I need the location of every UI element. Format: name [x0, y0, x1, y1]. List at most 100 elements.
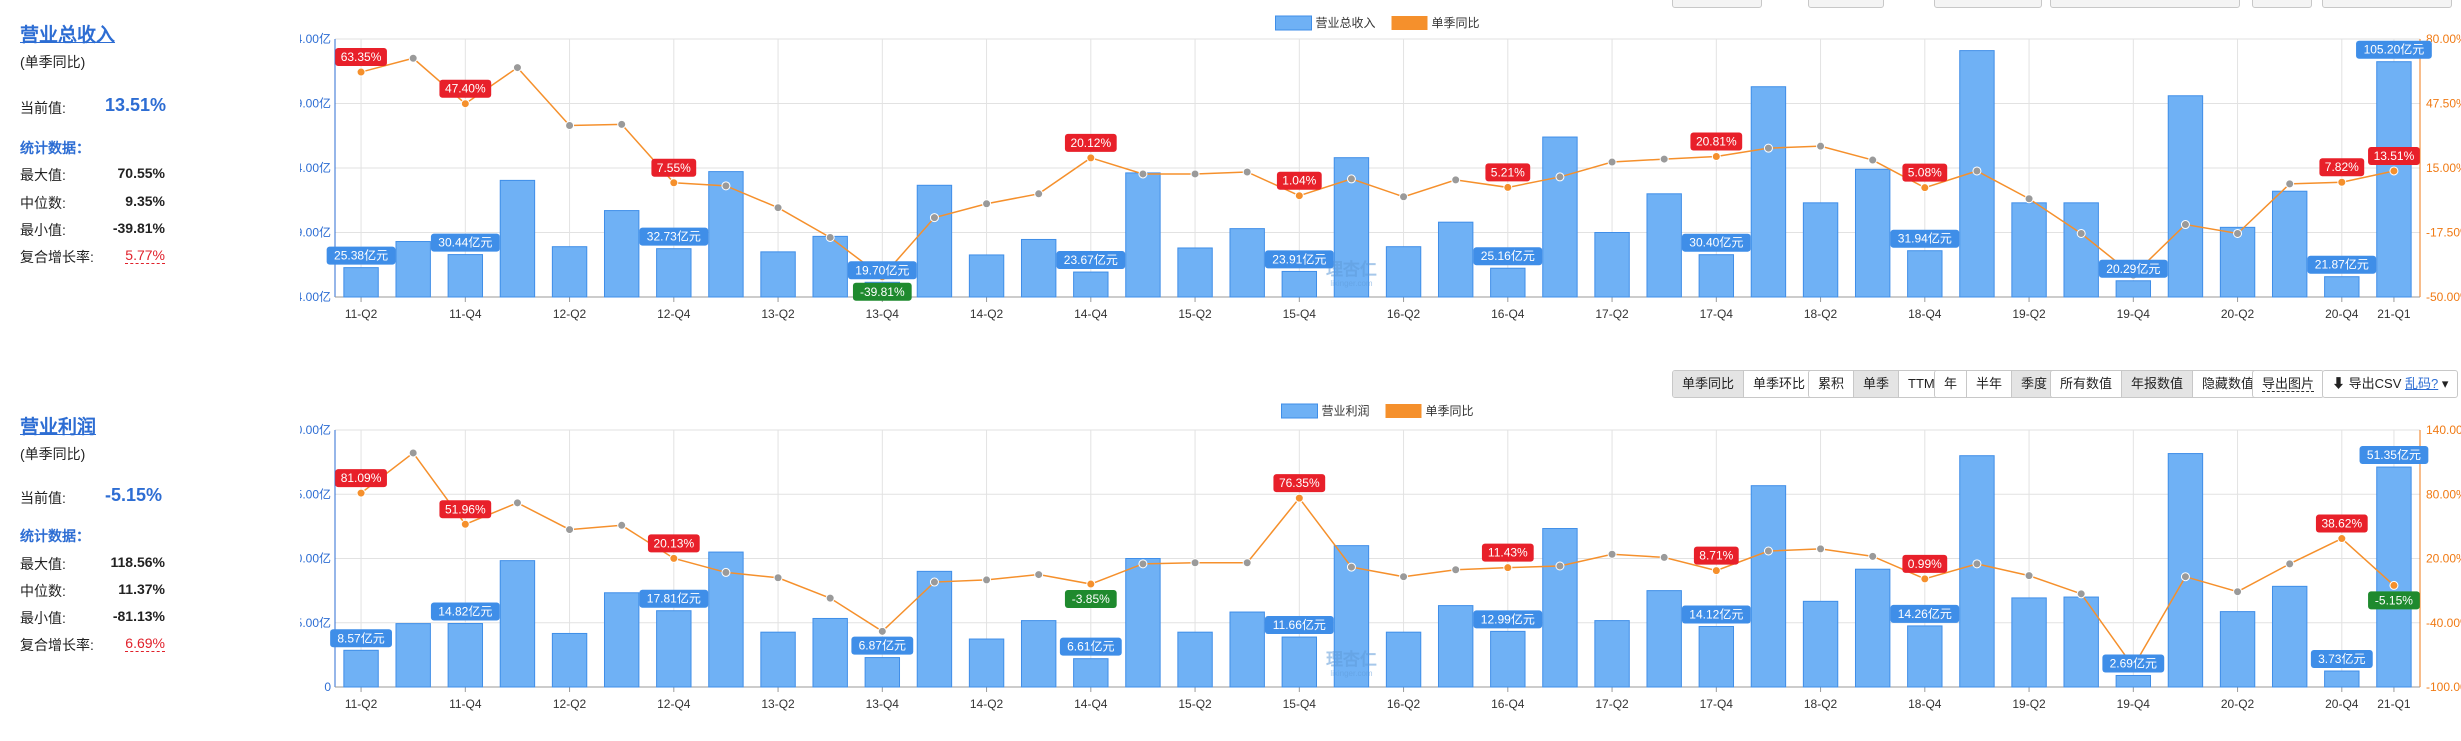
- yoy-value-label-text: 20.81%: [1696, 134, 1737, 148]
- toolbar-stub[interactable]: [2252, 0, 2312, 8]
- bar-11-Q4: [447, 254, 484, 298]
- yoy-value-label-text: 81.09%: [341, 471, 382, 485]
- yoy-point-20-Q3: [2285, 559, 2295, 569]
- chart-toolbar: 单季同比 单季环比 累积 单季 TTM 年 半年 季度 所有数值 年报数值 隐藏…: [0, 370, 2461, 398]
- bar-value-label-text: 2.69亿元: [2110, 655, 2157, 670]
- bar-value-label-bg: [1473, 610, 1543, 629]
- yoy-point-20-Q2: [2233, 587, 2243, 597]
- yoy-point-18-Q4: [1920, 183, 1930, 193]
- yoy-value-label-text: 7.55%: [657, 161, 691, 175]
- export-csv-button[interactable]: ⬇ 导出CSV 乱码? ▾: [2322, 370, 2459, 398]
- stat-min-label: 最小值:: [20, 610, 66, 626]
- revenue-chart[interactable]: 114.00亿 89.00亿 64.00亿 39.00亿 14.00亿 80.00% 47.…: [300, 0, 2461, 340]
- bar-value-label-text: 30.40亿元: [1689, 235, 1743, 250]
- bar-20-Q3: [2271, 190, 2308, 298]
- quarter-button[interactable]: 季度: [2012, 371, 2057, 397]
- bar-19-Q3: [2063, 202, 2099, 298]
- bar-12-Q4: [656, 248, 692, 298]
- left-tick-label: 60.00亿: [300, 422, 331, 437]
- bar-16-Q3: [1437, 221, 1474, 298]
- yoy-value-label-text: 1.04%: [1282, 174, 1316, 188]
- yoy-point-17-Q1: [1555, 561, 1565, 571]
- legend: 营业利润 单季同比: [1281, 403, 1474, 419]
- metric-subtitle: (单季同比): [20, 446, 86, 462]
- yoy-value-label-bg: [1064, 133, 1117, 152]
- bar-value-label-text: 17.81亿元: [647, 591, 701, 606]
- toolbar-stub[interactable]: [1808, 0, 1884, 8]
- bar-value-label-bg: [2310, 650, 2373, 669]
- yoy-point-12-Q1: [512, 498, 522, 508]
- bar-19-Q2: [2011, 202, 2047, 298]
- bar-value-label-text: 8.57亿元: [337, 630, 384, 645]
- bar-17-Q1: [1542, 136, 1578, 298]
- right-tick-label: -50.00%: [2426, 290, 2461, 304]
- yoy-point-11-Q4: [460, 519, 470, 529]
- yoy-point-16-Q1: [1346, 174, 1356, 184]
- single-quarter-button[interactable]: 单季: [1854, 371, 1900, 397]
- yoy-value-label-text: 8.71%: [1699, 549, 1733, 563]
- bar-value-label-text: 6.87亿元: [859, 638, 906, 653]
- operating-profit-chart[interactable]: 60.00亿 45.00亿 30.00亿 15.00亿 0 140.00% 80.00% 20…: [300, 360, 2461, 741]
- bar-value-label-bg: [2098, 259, 2168, 278]
- left-tick-label: 64.00亿: [300, 160, 331, 175]
- half-year-button[interactable]: 半年: [1967, 371, 2013, 397]
- qoq-quarter-button[interactable]: 单季环比: [1744, 371, 1815, 397]
- yoy-point-15-Q4: [1294, 191, 1304, 201]
- x-tick-label: 12-Q4: [657, 307, 691, 321]
- export-image-button[interactable]: 导出图片: [2252, 370, 2325, 398]
- annual-values-button[interactable]: 年报数值: [2122, 371, 2194, 397]
- yoy-value-label-bg: [647, 534, 700, 553]
- aggregation-group: 累积 单季 TTM: [1808, 370, 1945, 398]
- year-button[interactable]: 年: [1935, 371, 1968, 397]
- bar-value-label: 20.29亿元: [2098, 259, 2168, 278]
- stat-max-label: 最大值:: [20, 556, 66, 572]
- toolbar-stub[interactable]: [2050, 0, 2240, 8]
- x-tick-label: 19-Q4: [2117, 307, 2151, 321]
- yoy-value-label: 5.21%: [1485, 163, 1531, 182]
- yoy-value-label-text: -39.81%: [860, 285, 905, 299]
- bar-value-label-bg: [1264, 616, 1334, 635]
- yoy-quarter-button[interactable]: 单季同比: [1673, 371, 1745, 397]
- all-values-button[interactable]: 所有数值: [2051, 371, 2123, 397]
- yoy-value-label-bg: [1902, 554, 1948, 573]
- bar-18-Q2: [1802, 600, 1839, 688]
- value-display-group: 所有数值 年报数值 隐藏数值: [2050, 370, 2265, 398]
- x-tick-label: 20-Q2: [2221, 307, 2255, 321]
- bar-18-Q4: [1907, 250, 1943, 298]
- bar-value-label-text: 23.91亿元: [1272, 251, 1326, 266]
- hide-values-button[interactable]: 隐藏数值: [2193, 371, 2264, 397]
- bar-value-label: 8.57亿元: [330, 629, 392, 648]
- right-tick-label: 80.00%: [2426, 487, 2461, 501]
- bar-value-label: 21.87亿元: [2307, 255, 2377, 274]
- yoy-point-12-Q4: [669, 178, 679, 188]
- garbled-help-link[interactable]: 乱码?: [2405, 376, 2439, 391]
- x-tick-label: 17-Q2: [1595, 697, 1629, 711]
- bar-18-Q3: [1854, 168, 1891, 298]
- toolbar-stub[interactable]: [2322, 0, 2452, 8]
- yoy-point-13-Q4: [877, 626, 887, 636]
- metric-title[interactable]: 营业总收入: [20, 25, 116, 46]
- bar-13-Q1: [708, 171, 744, 298]
- bar-value-label-bg: [639, 227, 709, 246]
- revenue-stats-sidebar: 营业总收入 (单季同比) 当前值: 13.51% 统计数据： 最大值: 70.5…: [0, 0, 300, 340]
- toolbar-stub[interactable]: [1934, 0, 2042, 8]
- cumulative-button[interactable]: 累积: [1809, 371, 1855, 397]
- bar-value-label-bg: [847, 261, 917, 280]
- left-tick-label: 114.00亿: [300, 31, 331, 46]
- bar-14-Q4: [1073, 658, 1109, 688]
- toolbar-stub[interactable]: [1672, 0, 1762, 8]
- bar-16-Q4: [1490, 267, 1526, 298]
- yoy-point-16-Q1: [1346, 562, 1356, 572]
- yoy-value-label-bg: [1693, 546, 1739, 565]
- bar-13-Q3: [812, 235, 848, 298]
- x-tick-label: 13-Q2: [761, 697, 795, 711]
- yoy-value-label: 47.40%: [439, 79, 492, 98]
- metric-title[interactable]: 营业利润: [20, 417, 97, 438]
- bar-value-label-bg: [430, 233, 500, 252]
- bar-15-Q3: [1229, 611, 1265, 688]
- yoy-point-16-Q2: [1399, 192, 1409, 202]
- stat-min-value: -81.13%: [112, 608, 165, 624]
- left-tick-label: 0: [324, 680, 331, 694]
- bar-value-label-text: 3.73亿元: [2318, 651, 2365, 666]
- yoy-point-18-Q1: [1763, 546, 1773, 556]
